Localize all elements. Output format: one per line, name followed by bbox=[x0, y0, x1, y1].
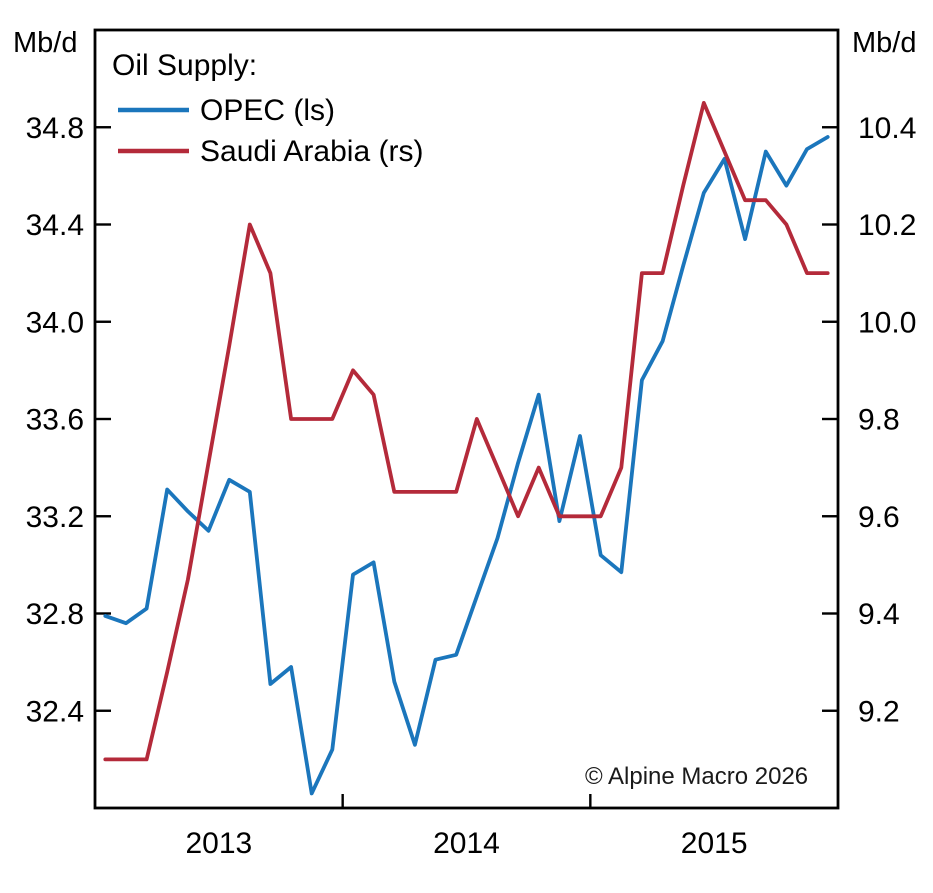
right-y-tick-label: 9.8 bbox=[858, 404, 900, 437]
saudi-arabia-series-line bbox=[103, 101, 830, 762]
legend-saudi-label: Saudi Arabia (rs) bbox=[200, 135, 423, 168]
left-y-tick-label: 34.4 bbox=[26, 209, 84, 242]
right-y-tick-label: 9.6 bbox=[858, 501, 900, 534]
right-y-tick-label: 10.0 bbox=[858, 306, 916, 339]
left-y-tick-label: 33.2 bbox=[26, 501, 84, 534]
left-y-tick-label: 34.8 bbox=[26, 112, 84, 145]
right-y-tick-label: 9.4 bbox=[858, 598, 900, 631]
right-y-tick-label: 9.2 bbox=[858, 695, 900, 728]
x-axis-year-label: 2014 bbox=[433, 827, 500, 860]
x-axis-year-labels: 2013 2014 2015 bbox=[185, 827, 747, 860]
opec-series-line bbox=[103, 135, 830, 796]
legend-opec-label: OPEC (ls) bbox=[200, 94, 335, 127]
x-axis-ticks bbox=[341, 794, 592, 808]
legend: Oil Supply: OPEC (ls) Saudi Arabia (rs) bbox=[112, 49, 423, 168]
right-axis-ticks: 9.2 9.4 9.6 9.8 10.0 10.2 10.4 bbox=[822, 112, 916, 728]
x-axis-year-label: 2015 bbox=[681, 827, 748, 860]
x-axis-year-label: 2013 bbox=[185, 827, 252, 860]
legend-title: Oil Supply: bbox=[112, 49, 257, 82]
left-y-tick-label: 34.0 bbox=[26, 306, 84, 339]
left-y-tick-label: 32.4 bbox=[26, 695, 84, 728]
left-y-tick-label: 33.6 bbox=[26, 404, 84, 437]
copyright-annotation: © Alpine Macro 2026 bbox=[585, 763, 808, 790]
left-axis-unit-label: Mb/d bbox=[13, 27, 77, 59]
right-y-tick-label: 10.4 bbox=[858, 112, 916, 145]
right-axis-unit-label: Mb/d bbox=[852, 27, 916, 59]
right-y-tick-label: 10.2 bbox=[858, 209, 916, 242]
left-axis-ticks: 32.4 32.8 33.2 33.6 34.0 34.4 34.8 bbox=[26, 112, 111, 728]
left-y-tick-label: 32.8 bbox=[26, 598, 84, 631]
